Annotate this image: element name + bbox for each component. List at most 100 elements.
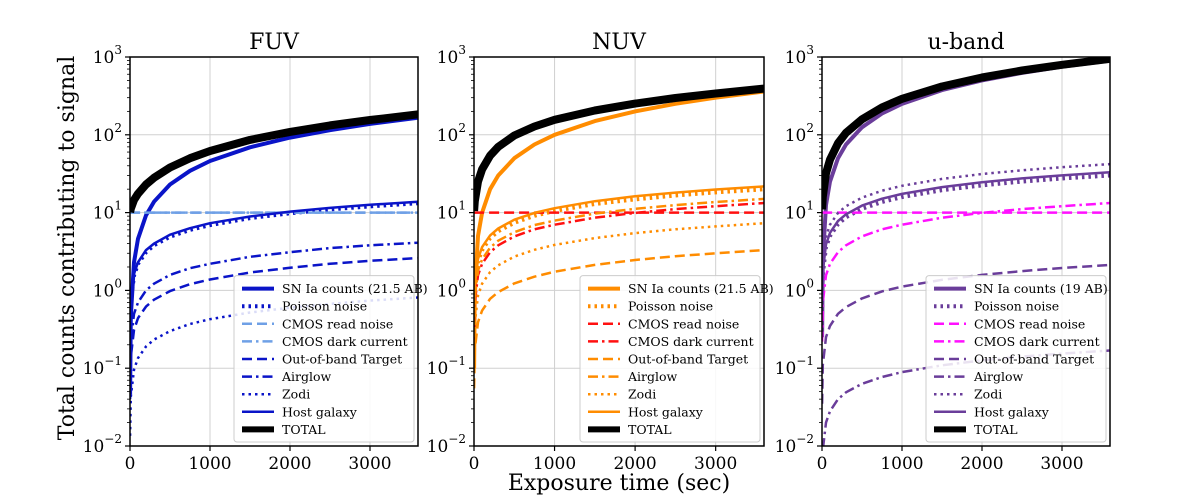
legend-label: SN Ia counts (21.5 AB) xyxy=(628,281,774,296)
legend-entry: CMOS dark current xyxy=(934,334,1100,349)
legend-entry: TOTAL xyxy=(242,422,326,437)
y-tick-label: 100 xyxy=(437,276,466,301)
series-zodi xyxy=(130,296,418,436)
series-lines xyxy=(474,84,764,389)
legend-entry: TOTAL xyxy=(934,422,1018,437)
panel-fuv: 0 1000 2000 3000 10−2 10−1 100 101 102 103 FUV SN I… xyxy=(83,30,428,474)
legend-label: SN Ia counts (21.5 AB) xyxy=(282,281,428,296)
axes-frame xyxy=(473,56,765,447)
series-poisson-noise xyxy=(822,173,1110,314)
legend-label: Airglow xyxy=(973,369,1024,384)
axes-frame xyxy=(821,56,1111,447)
legend-entry: SN Ia counts (19 AB) xyxy=(934,281,1108,296)
legend-entry: CMOS read noise xyxy=(934,316,1085,331)
series-zodi xyxy=(822,162,1110,303)
legend-entry: Zodi xyxy=(242,387,310,402)
panel-title: u-band xyxy=(927,30,1004,55)
legend-entry: Host galaxy xyxy=(588,404,704,419)
legend-entry: Host galaxy xyxy=(934,404,1050,419)
legend-label: Host galaxy xyxy=(974,404,1050,419)
legend-label: TOTAL xyxy=(974,422,1018,437)
series-poisson-noise xyxy=(130,201,418,342)
legend-label: Out-of-band Target xyxy=(282,352,402,367)
legend-entry: Out-of-band Target xyxy=(242,352,402,367)
x-tick-label: 0 xyxy=(125,454,136,474)
legend-label: Host galaxy xyxy=(282,404,358,419)
y-tick-label: 10−2 xyxy=(775,432,814,457)
y-tick-label: 101 xyxy=(437,199,466,224)
series-sn-ia-counts-21-5-ab xyxy=(130,115,418,395)
series-total xyxy=(822,57,1110,210)
x-tick-label: 3000 xyxy=(694,454,737,474)
legend-entry: Zodi xyxy=(588,387,656,402)
legend-label: TOTAL xyxy=(282,422,326,437)
legend-entry: SN Ia counts (21.5 AB) xyxy=(242,281,428,296)
legend-frame xyxy=(233,275,415,443)
x-tick-label: 1000 xyxy=(188,454,231,474)
y-tick-label: 102 xyxy=(93,121,122,146)
panel-title: NUV xyxy=(592,30,647,55)
x-tick-label: 0 xyxy=(469,454,480,474)
series-airglow xyxy=(130,241,418,381)
legend-entry: CMOS read noise xyxy=(242,316,393,331)
legend: SN Ia counts (19 AB) Poisson noise CMOS re… xyxy=(925,275,1108,443)
series-out-of-band-target xyxy=(822,263,1110,404)
legend-entry: CMOS read noise xyxy=(588,316,739,331)
series-cmos-dark-current xyxy=(822,201,1110,342)
legend-label: Out-of-band Target xyxy=(974,352,1094,367)
legend-entry: Airglow xyxy=(588,369,678,384)
panel-u-band: 0 1000 2000 3000 10−2 10−1 100 101 102 103 u-band S… xyxy=(775,30,1111,474)
legend-label: Zodi xyxy=(628,387,656,402)
legend-label: Airglow xyxy=(627,369,678,384)
y-tick-label: 10−1 xyxy=(427,354,466,379)
legend-entry: Host galaxy xyxy=(242,404,358,419)
legend-label: TOTAL xyxy=(628,422,672,437)
x-tick-label: 0 xyxy=(817,454,828,474)
legend-entry: CMOS dark current xyxy=(588,334,754,349)
y-tick-label: 10−2 xyxy=(83,432,122,457)
y-tick-label: 101 xyxy=(93,199,122,224)
y-tick-label: 10−1 xyxy=(83,354,122,379)
panel-title: FUV xyxy=(249,30,300,55)
y-tick-label: 103 xyxy=(437,43,466,68)
y-tick-label: 10−2 xyxy=(427,432,466,457)
legend-label: Host galaxy xyxy=(628,404,704,419)
y-tick-label: 10−1 xyxy=(775,354,814,379)
legend-entry: Zodi xyxy=(934,387,1002,402)
series-total xyxy=(130,110,418,214)
legend-label: Out-of-band Target xyxy=(628,352,748,367)
legend-entry: Airglow xyxy=(934,369,1024,384)
legend-entry: Out-of-band Target xyxy=(588,352,748,367)
y-tick-label: 100 xyxy=(785,276,814,301)
legend: SN Ia counts (21.5 AB) Poisson noise CMOS … xyxy=(233,275,428,443)
legend-entry: Airglow xyxy=(242,369,332,384)
legend-entry: SN Ia counts (21.5 AB) xyxy=(588,281,774,296)
x-tick-label: 1000 xyxy=(533,454,576,474)
legend-frame xyxy=(579,275,761,443)
y-tick-label: 102 xyxy=(785,121,814,146)
legend-label: SN Ia counts (19 AB) xyxy=(974,281,1108,296)
x-tick-label: 2000 xyxy=(613,454,656,474)
legend-label: Poisson noise xyxy=(974,299,1059,314)
legend-label: CMOS dark current xyxy=(628,334,754,349)
series-host-galaxy xyxy=(130,200,418,341)
legend-label: Poisson noise xyxy=(628,299,713,314)
legend-label: CMOS dark current xyxy=(974,334,1100,349)
legend-entry: CMOS dark current xyxy=(242,334,408,349)
y-tick-label: 101 xyxy=(785,199,814,224)
x-axis-label: Exposure time (sec) xyxy=(508,471,730,496)
x-tick-label: 2000 xyxy=(960,454,1003,474)
series-out-of-band-target xyxy=(130,256,418,400)
legend-label: CMOS dark current xyxy=(282,334,408,349)
legend-entry: Poisson noise xyxy=(242,299,367,314)
series-host-galaxy xyxy=(822,171,1110,311)
legend-entry: Out-of-band Target xyxy=(934,352,1094,367)
legend-entry: TOTAL xyxy=(588,422,672,437)
legend-frame xyxy=(925,275,1107,443)
legend-entry: Poisson noise xyxy=(934,299,1059,314)
series-out-of-band-target xyxy=(474,248,764,389)
y-tick-label: 100 xyxy=(93,276,122,301)
legend-label: Zodi xyxy=(974,387,1002,402)
panel-nuv: 0 1000 2000 3000 10−2 10−1 100 101 102 103 NUV SN I… xyxy=(427,30,774,474)
